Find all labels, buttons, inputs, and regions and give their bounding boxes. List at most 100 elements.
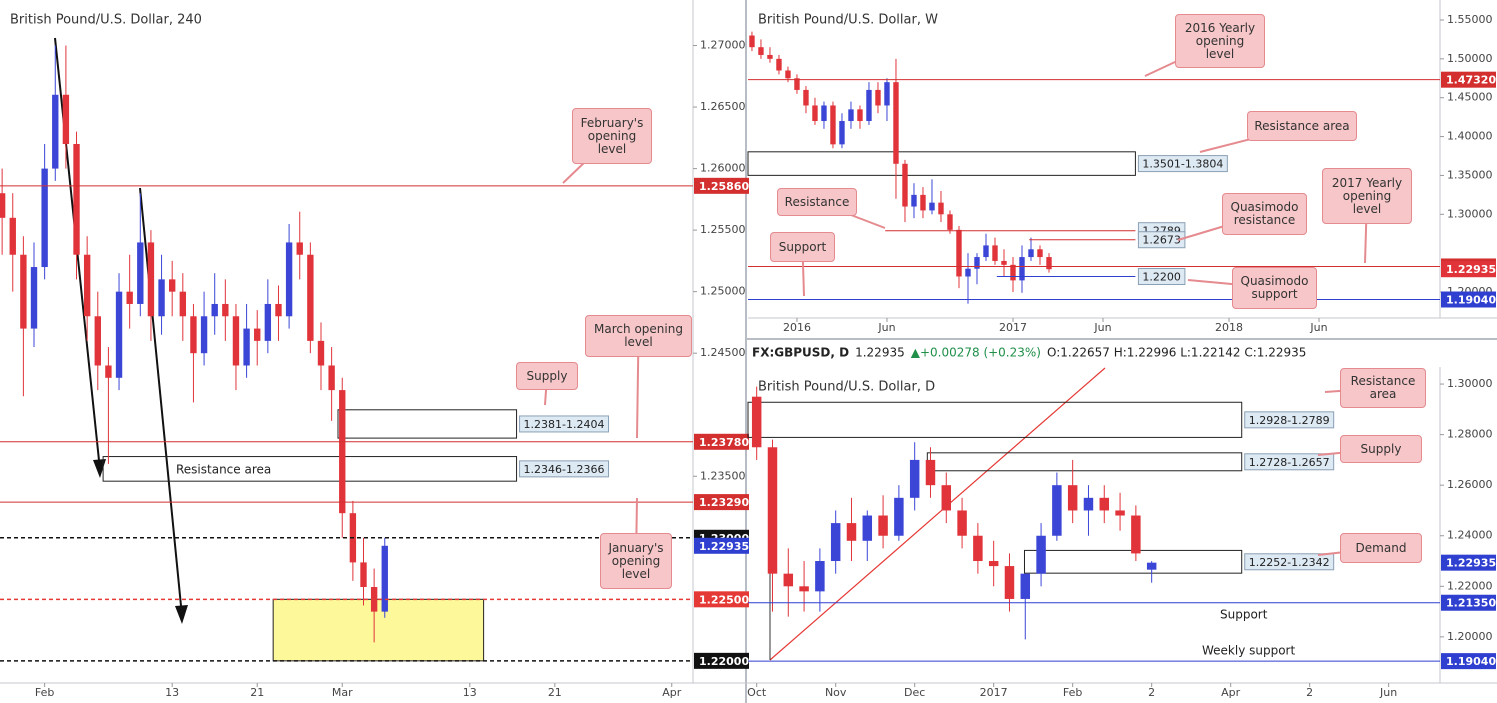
price-tag-label: 1.19040 — [1446, 293, 1496, 306]
level-label-box — [519, 415, 610, 433]
zone — [272, 598, 485, 662]
candle-body — [73, 143, 80, 255]
level-label: 1.2346-1.2366 — [524, 463, 605, 476]
candle-body — [158, 279, 165, 317]
candle-body — [317, 340, 325, 366]
y-tick-label: 1.25500 — [700, 223, 746, 236]
candle-body — [1067, 485, 1078, 511]
y-tick-label: 1.55000 — [1447, 13, 1493, 26]
candle-body — [794, 78, 800, 90]
y-tick-label: 1.40000 — [1447, 130, 1493, 143]
candle-body — [785, 70, 791, 79]
candle-body — [1115, 510, 1125, 516]
x-tick-label: Oct — [747, 686, 767, 699]
level-label: 1.2381-1.2404 — [524, 418, 605, 431]
x-tick-label: 2017 — [980, 686, 1008, 699]
price-tag — [694, 494, 749, 511]
candle-body — [30, 267, 38, 329]
candle-body — [992, 245, 998, 261]
price-tag-label: 1.21350 — [1446, 597, 1496, 610]
candle-body — [803, 89, 809, 106]
x-tick-label: 2017 — [999, 321, 1027, 334]
candle-body — [893, 82, 899, 164]
callout: Resistance — [777, 188, 857, 216]
candle-body — [1028, 249, 1034, 258]
level-label-box — [1137, 267, 1186, 285]
candle-body — [105, 365, 112, 378]
candle-body — [1004, 566, 1015, 599]
candle-body — [983, 245, 989, 258]
candle-body — [126, 291, 133, 304]
candle-body — [751, 396, 762, 448]
callout: January's opening level — [600, 533, 672, 589]
candle-body — [830, 523, 841, 562]
candle-body — [275, 303, 282, 317]
candle-body — [41, 168, 48, 268]
level-label-box — [1244, 553, 1335, 571]
candle-body — [973, 535, 983, 562]
x-tick-label: Apr — [1221, 686, 1241, 699]
chart-title: British Pound/U.S. Dollar, 240 — [10, 13, 202, 28]
level-label: 1.3501-1.3804 — [1142, 158, 1223, 171]
callout: Supply — [1340, 435, 1422, 463]
candle-body — [1083, 497, 1094, 511]
candle-body — [1099, 497, 1110, 511]
candle-body — [938, 202, 944, 215]
price-tag — [694, 433, 749, 450]
price-tag — [694, 652, 749, 669]
candle-body — [909, 459, 920, 498]
candle-body — [190, 316, 197, 354]
price-tag — [1441, 653, 1496, 670]
candle-body — [211, 303, 218, 317]
x-tick-label: 21 — [250, 686, 264, 699]
level-label-box — [1137, 231, 1186, 249]
price-tag-label: 1.22935 — [699, 540, 749, 553]
candle-body — [848, 109, 854, 122]
candle-body — [0, 193, 6, 218]
x-tick-label: Nov — [825, 686, 847, 699]
chart-title: British Pound/U.S. Dollar, D — [758, 380, 935, 395]
y-tick-label: 1.35000 — [1447, 168, 1493, 181]
y-tick-label: 1.50000 — [1447, 52, 1493, 65]
y-tick-label: 1.26000 — [1447, 478, 1493, 491]
candle-body — [115, 291, 123, 378]
x-tick-label: Apr — [662, 686, 682, 699]
callout: 2017 Yearly opening level — [1322, 168, 1412, 224]
candle-body — [767, 54, 773, 59]
candle-body — [264, 303, 272, 341]
y-tick-label: 1.26500 — [700, 100, 746, 113]
price-tag-label: 1.22500 — [699, 593, 749, 606]
candle-body — [200, 316, 208, 354]
candle-body — [1131, 515, 1141, 554]
candle-body — [360, 562, 367, 588]
level-label: 1.2928-1.2789 — [1249, 414, 1330, 427]
y-tick-label: 1.26000 — [700, 162, 746, 175]
y-tick-label: 1.24500 — [700, 346, 746, 359]
price-tag-label: 1.22000 — [699, 655, 749, 668]
price-tag — [1441, 291, 1496, 308]
price-tag — [694, 591, 749, 608]
callout: February's opening level — [572, 108, 652, 164]
callout: 2016 Yearly opening level — [1175, 14, 1265, 68]
level-label-box — [1137, 155, 1228, 173]
zone — [747, 151, 1136, 176]
candle-body — [94, 316, 101, 366]
callout: Support — [770, 232, 835, 262]
candle-body — [52, 94, 59, 169]
price-tag — [694, 537, 749, 554]
header-change: ▲+0.00278 (+0.23%) — [911, 346, 1041, 360]
price-tag-label: 1.25860 — [699, 180, 749, 193]
callout: Resistance area — [1247, 111, 1357, 141]
candle-body — [920, 194, 926, 211]
candle-body — [1020, 573, 1031, 599]
candle-body — [749, 35, 755, 48]
level-label-box — [519, 460, 610, 478]
level-label: 1.2252-1.2342 — [1249, 556, 1330, 569]
x-tick-label: 13 — [165, 686, 179, 699]
callout: Demand — [1340, 533, 1422, 563]
price-tag — [1441, 71, 1496, 88]
candle-body — [307, 254, 314, 341]
y-tick-label: 1.30000 — [1447, 377, 1493, 390]
arrow — [139, 187, 183, 617]
